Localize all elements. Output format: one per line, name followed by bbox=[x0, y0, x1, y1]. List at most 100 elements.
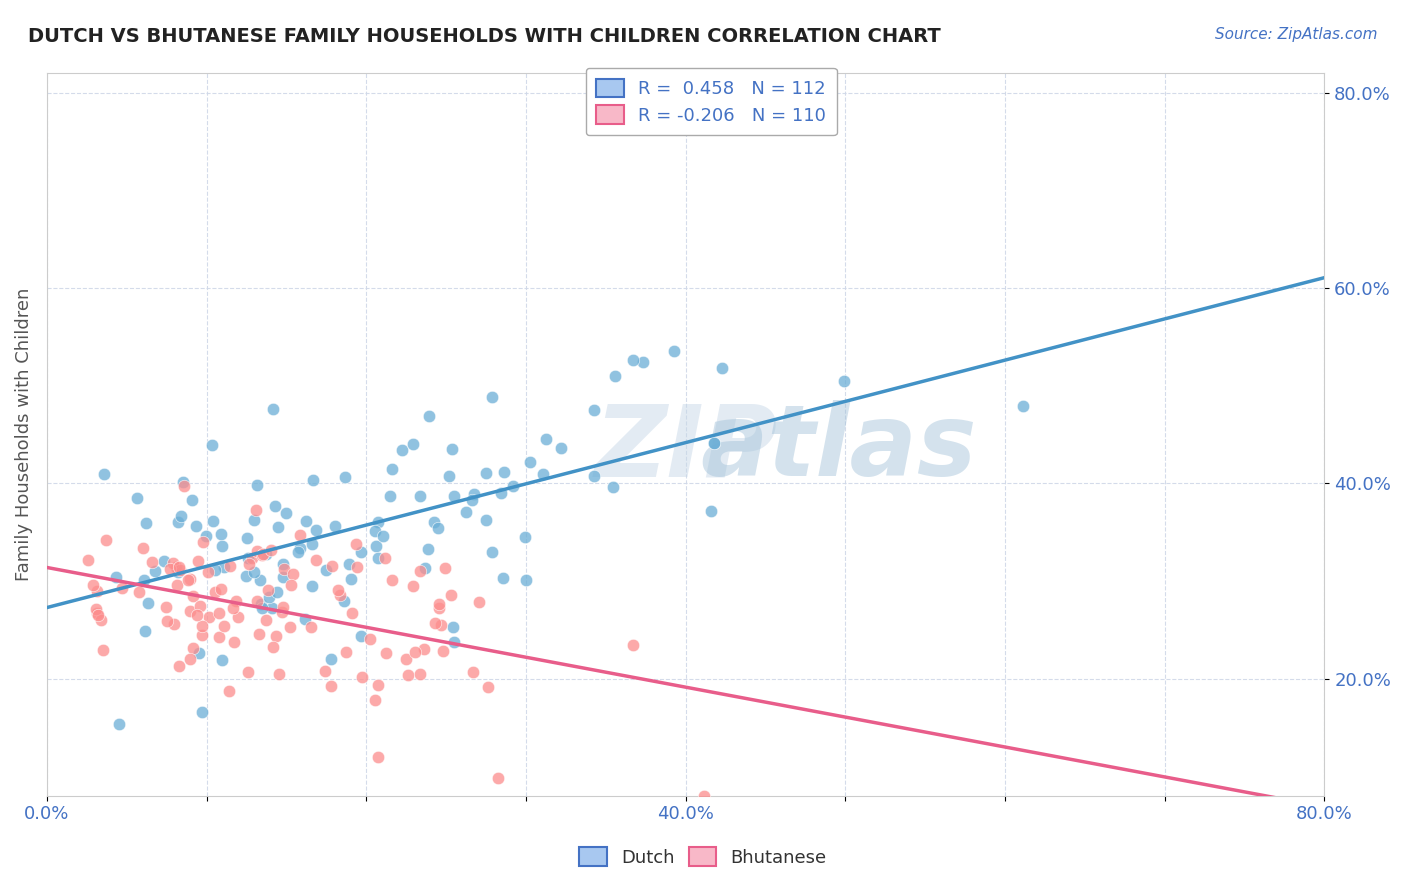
Point bbox=[418, 409, 440, 424]
Point bbox=[314, 665, 336, 679]
Point bbox=[513, 530, 536, 544]
Point bbox=[201, 438, 224, 452]
Point bbox=[429, 617, 451, 632]
Point bbox=[221, 600, 243, 615]
Point bbox=[278, 620, 301, 634]
Point bbox=[105, 570, 128, 584]
Point bbox=[468, 595, 491, 609]
Point bbox=[550, 441, 572, 455]
Point bbox=[264, 629, 287, 643]
Point bbox=[179, 572, 201, 586]
Point bbox=[350, 544, 373, 558]
Y-axis label: Family Households with Children: Family Households with Children bbox=[15, 288, 32, 582]
Point bbox=[367, 677, 389, 691]
Point bbox=[271, 557, 294, 571]
Point bbox=[153, 553, 176, 567]
Point bbox=[323, 519, 346, 533]
Point bbox=[181, 640, 204, 655]
Point bbox=[371, 529, 394, 543]
Point bbox=[305, 553, 328, 567]
Point bbox=[363, 693, 385, 707]
Point bbox=[250, 597, 273, 611]
Point bbox=[191, 628, 214, 642]
Point bbox=[266, 585, 288, 599]
Point bbox=[208, 607, 231, 621]
Point bbox=[246, 478, 269, 492]
Point bbox=[396, 667, 419, 681]
Text: ZIP: ZIP bbox=[595, 401, 778, 498]
Point bbox=[287, 545, 309, 559]
Point bbox=[401, 579, 423, 593]
Legend: R =  0.458   N = 112, R = -0.206   N = 110: R = 0.458 N = 112, R = -0.206 N = 110 bbox=[586, 68, 837, 136]
Point bbox=[335, 645, 357, 659]
Point bbox=[427, 598, 450, 612]
Point bbox=[181, 492, 204, 507]
Point bbox=[364, 524, 387, 539]
Point bbox=[243, 513, 266, 527]
Point bbox=[194, 529, 217, 543]
Point bbox=[481, 390, 503, 404]
Point bbox=[283, 566, 305, 581]
Point bbox=[176, 573, 198, 587]
Point bbox=[299, 620, 322, 634]
Point bbox=[249, 573, 271, 587]
Point bbox=[84, 601, 107, 615]
Point bbox=[301, 579, 323, 593]
Point bbox=[519, 455, 541, 469]
Point bbox=[190, 619, 212, 633]
Point bbox=[391, 443, 413, 458]
Point bbox=[187, 554, 209, 568]
Point bbox=[409, 667, 432, 681]
Point bbox=[125, 491, 148, 506]
Point bbox=[492, 465, 515, 479]
Point bbox=[190, 705, 212, 719]
Point bbox=[346, 559, 368, 574]
Point bbox=[422, 515, 444, 529]
Point bbox=[247, 626, 270, 640]
Point bbox=[475, 513, 498, 527]
Point bbox=[96, 533, 118, 548]
Point bbox=[240, 551, 263, 566]
Point bbox=[692, 789, 714, 803]
Point bbox=[531, 467, 554, 482]
Point bbox=[162, 556, 184, 570]
Point bbox=[254, 613, 277, 627]
Point bbox=[245, 503, 267, 517]
Point bbox=[166, 516, 188, 530]
Point bbox=[179, 652, 201, 666]
Point bbox=[188, 599, 211, 613]
Point bbox=[166, 578, 188, 592]
Point bbox=[225, 593, 247, 607]
Point bbox=[224, 634, 246, 648]
Point bbox=[337, 557, 360, 571]
Point bbox=[402, 436, 425, 450]
Point bbox=[380, 489, 402, 503]
Point bbox=[404, 645, 426, 659]
Point bbox=[443, 635, 465, 649]
Point bbox=[172, 475, 194, 490]
Point bbox=[82, 578, 104, 592]
Point bbox=[412, 642, 434, 657]
Point bbox=[461, 493, 484, 508]
Point bbox=[211, 539, 233, 553]
Point bbox=[662, 344, 685, 359]
Point bbox=[304, 523, 326, 537]
Point bbox=[250, 601, 273, 615]
Point bbox=[167, 560, 190, 574]
Point bbox=[416, 541, 439, 556]
Point bbox=[290, 541, 312, 556]
Point bbox=[439, 469, 461, 483]
Point bbox=[344, 537, 367, 551]
Point bbox=[274, 506, 297, 520]
Point bbox=[413, 561, 436, 575]
Point bbox=[186, 608, 208, 623]
Point bbox=[264, 500, 287, 514]
Point bbox=[86, 606, 108, 620]
Point bbox=[228, 610, 250, 624]
Point bbox=[181, 590, 204, 604]
Point bbox=[710, 360, 733, 375]
Point bbox=[236, 531, 259, 545]
Point bbox=[128, 584, 150, 599]
Point bbox=[631, 354, 654, 368]
Point bbox=[242, 565, 264, 579]
